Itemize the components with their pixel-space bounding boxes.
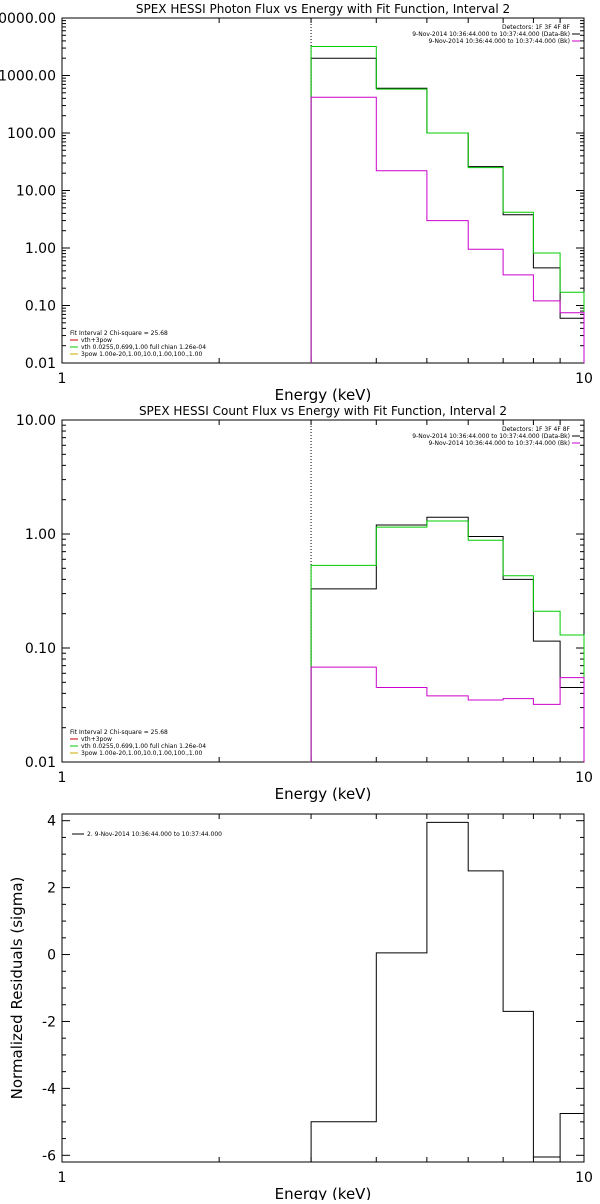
x-tick-label: 10 xyxy=(575,371,593,387)
x-axis-label: Energy (keV) xyxy=(275,386,372,404)
x-tick-label: 10 xyxy=(575,770,593,786)
y-tick-label: 2 xyxy=(47,881,56,897)
chart-title: SPEX HESSI Photon Flux vs Energy with Fi… xyxy=(136,2,510,16)
series-line-1 xyxy=(310,46,585,363)
y-tick-label: -4 xyxy=(42,1081,56,1097)
fit-legend-label: Fit Interval 2 Chi-square = 25.68 xyxy=(70,330,168,337)
series-line-2 xyxy=(310,96,585,363)
y-tick-label: 0.01 xyxy=(25,755,56,771)
chart-title: SPEX HESSI Count Flux vs Energy with Fit… xyxy=(139,404,507,418)
y-tick-label: 1000.00 xyxy=(0,69,56,85)
info-label: Detectors: 1F 3F 4F 8F xyxy=(502,426,571,433)
fit-legend-label: vth 0.0255,0.699,1.00 full chian 1.26e-0… xyxy=(81,743,206,750)
info-label: 9-Nov-2014 10:36:44.000 to 10:37:44.000 … xyxy=(428,440,570,447)
series-line-1 xyxy=(310,520,585,762)
x-tick-label: 1 xyxy=(58,371,67,387)
y-axis-label: Normalized Residuals (sigma) xyxy=(8,877,26,1100)
plot-frame-residuals xyxy=(61,813,585,1163)
x-tick-label: 1 xyxy=(58,770,67,786)
fit-legend-label: Fit Interval 2 Chi-square = 25.68 xyxy=(70,729,168,736)
x-axis-label: Energy (keV) xyxy=(275,785,372,803)
x-axis-label: Energy (keV) xyxy=(275,1185,372,1200)
y-tick-label: 0.01 xyxy=(25,356,56,372)
series-line-2 xyxy=(310,666,585,762)
series-line-0 xyxy=(310,516,585,762)
y-tick-label: 4 xyxy=(47,814,56,830)
y-tick-label: 10.00 xyxy=(16,413,56,429)
plot-frame-count-flux xyxy=(61,419,585,763)
info-label: 9-Nov-2014 10:36:44.000 to 10:37:44.000 … xyxy=(412,433,570,440)
y-tick-label: 0 xyxy=(47,948,56,964)
fit-legend-label: 3pow 1.00e-20,1.00,10.0,1.00,100.,1.00 xyxy=(81,351,202,358)
x-tick-label: 1 xyxy=(58,1170,67,1186)
x-tick-label: 10 xyxy=(575,1170,593,1186)
fit-legend-label: vth 0.0255,0.699,1.00 full chian 1.26e-0… xyxy=(81,344,206,351)
y-tick-label: -6 xyxy=(42,1148,56,1164)
y-tick-label: 0.10 xyxy=(25,641,56,657)
fit-legend-label: vth+3pow xyxy=(81,337,112,344)
info-label: Detectors: 1F 3F 4F 8F xyxy=(502,24,571,31)
series-line-0 xyxy=(310,821,584,1162)
y-tick-label: 0.10 xyxy=(25,299,56,315)
plot-frame-photon-flux xyxy=(61,17,585,364)
y-tick-label: 1.00 xyxy=(25,241,56,257)
y-tick-label: -2 xyxy=(42,1014,56,1030)
y-tick-label: 100.00 xyxy=(7,126,56,142)
residual-legend-label: 2. 9-Nov-2014 10:36:44.000 to 10:37:44.0… xyxy=(87,831,222,838)
series-line-0 xyxy=(310,57,585,363)
info-label: 9-Nov-2014 10:36:44.000 to 10:37:44.000 … xyxy=(428,38,570,45)
fit-legend-label: 3pow 1.00e-20,1.00,10.0,1.00,100.,1.00 xyxy=(81,750,202,757)
y-tick-label: 1.00 xyxy=(25,527,56,543)
y-tick-label: 10.00 xyxy=(16,184,56,200)
fit-legend-label: vth+3pow xyxy=(81,736,112,743)
info-label: 9-Nov-2014 10:36:44.000 to 10:37:44.000 … xyxy=(412,31,570,38)
y-tick-label: 0000.00 xyxy=(0,11,56,27)
